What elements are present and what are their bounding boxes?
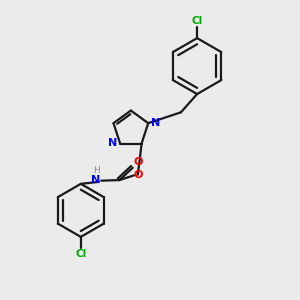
Text: H: H bbox=[94, 167, 100, 176]
Text: O: O bbox=[134, 157, 143, 166]
Text: N: N bbox=[108, 138, 117, 148]
Text: Cl: Cl bbox=[191, 16, 203, 26]
Text: O: O bbox=[133, 170, 142, 180]
Text: Cl: Cl bbox=[75, 249, 86, 259]
Text: N: N bbox=[91, 176, 100, 185]
Text: N: N bbox=[151, 118, 160, 128]
